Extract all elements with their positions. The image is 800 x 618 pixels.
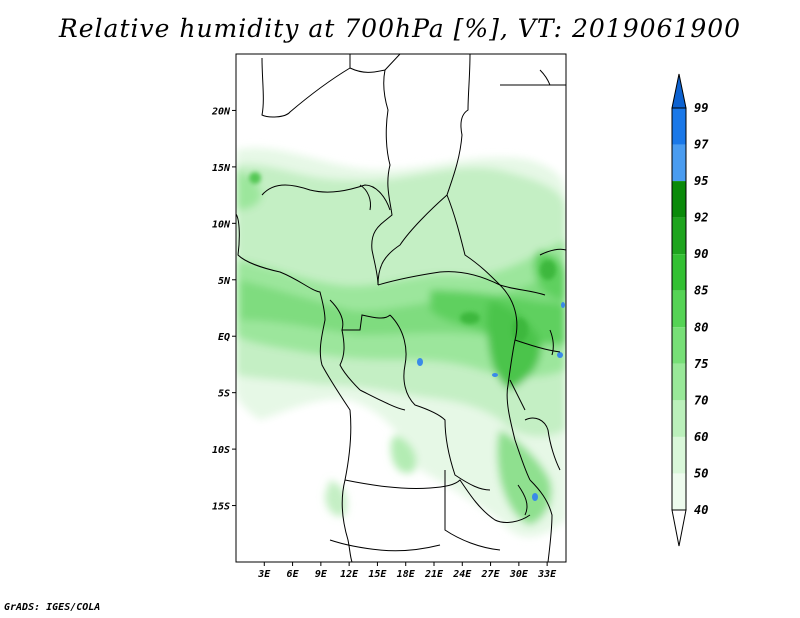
- x-tick-label: 15E: [368, 569, 387, 580]
- colorbar-segment: [672, 473, 686, 510]
- y-tick-label: EQ: [218, 332, 230, 343]
- x-tick-label: 21E: [424, 569, 444, 580]
- country-borders: [236, 54, 566, 562]
- x-tick-label: 33E: [537, 569, 557, 580]
- colorbar-label: 90: [694, 247, 708, 261]
- colorbar-segment: [672, 144, 686, 182]
- colorbar-segment: [672, 436, 686, 474]
- x-axis: 3E 6E 9E 12E 15E 18E 21E 24E 27E 30E 33E: [257, 562, 557, 580]
- x-tick-label: 9E: [315, 569, 328, 580]
- x-tick-label: 27E: [481, 569, 501, 580]
- colorbar-label: 80: [694, 320, 708, 334]
- chart-title: Relative humidity at 700hPa [%], VT: 201…: [58, 14, 742, 43]
- y-tick-label: 5N: [218, 276, 231, 287]
- y-tick-label: 15N: [212, 163, 231, 174]
- y-tick-label: 20N: [211, 106, 231, 117]
- colorbar-top-arrow: [671, 73, 687, 109]
- colorbar-label: 40: [694, 503, 708, 517]
- y-tick-label: 10S: [212, 445, 230, 456]
- colorbar-segment: [672, 363, 686, 401]
- colorbar-label: 70: [694, 393, 708, 407]
- colorbar-label: 50: [694, 466, 708, 480]
- colorbar-segment: [672, 254, 686, 291]
- y-tick-label: 10N: [212, 219, 231, 230]
- colorbar-segment: [672, 108, 686, 145]
- colorbar-label: 92: [694, 211, 708, 225]
- x-tick-label: 12E: [340, 569, 359, 580]
- x-tick-label: 18E: [397, 569, 416, 580]
- map-frame: [235, 53, 567, 563]
- colorbar-label: 97: [694, 138, 709, 152]
- footer-credit: GrADS: IGES/COLA: [4, 602, 101, 613]
- colorbar: 99 97 95 92 90 85 80 75 70 60 50 40: [671, 73, 709, 547]
- colorbar-label: 95: [694, 174, 708, 188]
- colorbar-segment: [672, 217, 686, 255]
- colorbar-segment: [672, 181, 686, 218]
- colorbar-label: 75: [694, 357, 708, 371]
- x-tick-label: 30E: [509, 569, 529, 580]
- colorbar-segment: [672, 327, 686, 364]
- colorbar-label: 60: [694, 430, 708, 444]
- colorbar-label: 99: [694, 101, 708, 115]
- humidity-shading: [236, 147, 566, 537]
- colorbar-segment: [672, 290, 686, 328]
- colorbar-segment: [672, 400, 686, 437]
- x-tick-label: 24E: [452, 569, 472, 580]
- colorbar-bottom-arrow: [671, 509, 687, 547]
- x-tick-label: 3E: [257, 569, 271, 580]
- y-axis: 20N 15N 10N 5N EQ 5S 10S 15S: [211, 106, 236, 513]
- x-tick-label: 6E: [287, 569, 300, 580]
- colorbar-label: 85: [694, 284, 708, 298]
- y-tick-label: 15S: [212, 502, 230, 513]
- y-tick-label: 5S: [218, 389, 230, 400]
